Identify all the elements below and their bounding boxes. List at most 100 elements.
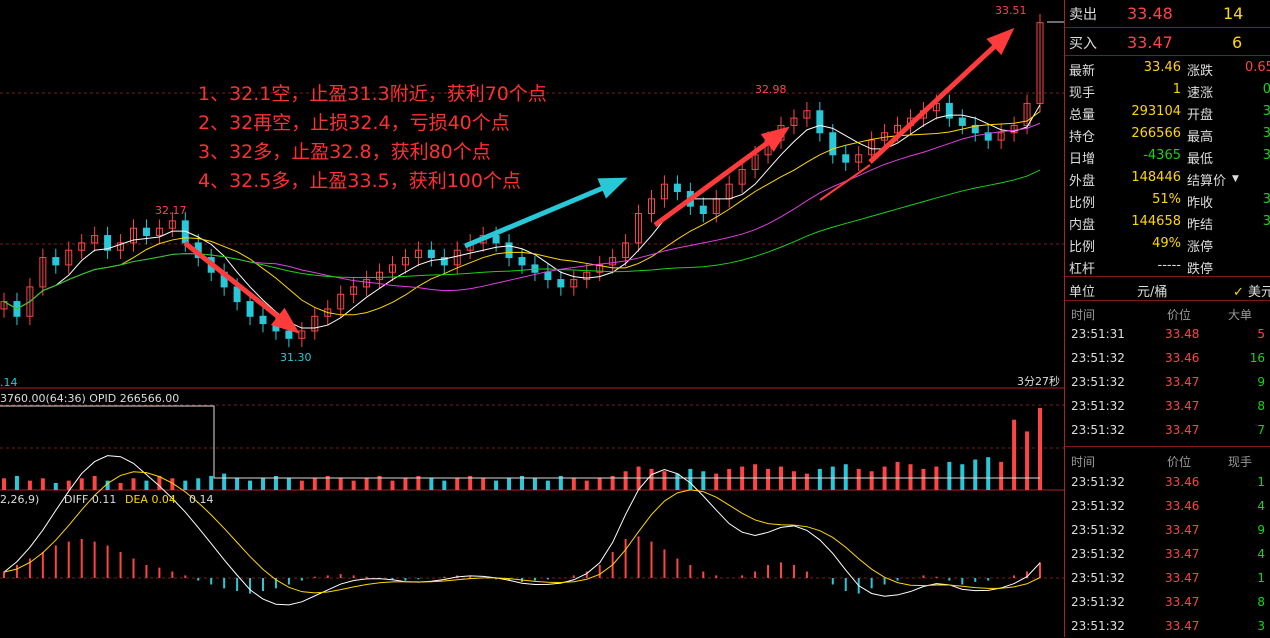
volume-bar — [662, 471, 667, 490]
candle-body — [855, 154, 863, 163]
tick-row[interactable]: 23:51:32 33.46 1 — [1065, 470, 1270, 494]
tick-time: 23:51:32 — [1071, 499, 1125, 513]
tick-price: 33.47 — [1165, 595, 1200, 609]
left-high-label: 32.17 — [155, 204, 187, 217]
volume-bar — [1012, 419, 1017, 490]
candle-body — [52, 257, 60, 266]
volume-bar — [921, 468, 926, 490]
tick-volume: 1 — [1257, 475, 1265, 489]
high-price-label: 33.51 — [995, 4, 1027, 17]
candle-body — [376, 271, 384, 281]
volume-bar — [494, 480, 499, 490]
tick-price: 33.47 — [1165, 399, 1200, 413]
tick-price: 33.46 — [1165, 499, 1200, 513]
volume-bar — [960, 464, 965, 490]
volume-bar — [144, 480, 149, 490]
volume-bar — [908, 464, 913, 490]
tick-row[interactable]: 23:51:32 33.47 1 — [1065, 566, 1270, 590]
tick-volume: 4 — [1257, 499, 1265, 513]
chart-area[interactable]: 33.51 32.98 32.17 31.30 .14 3分27秒 1、32.1… — [0, 0, 1064, 637]
tick-row[interactable]: 23:51:32 33.47 9 — [1065, 370, 1270, 394]
tick-time: 23:51:32 — [1071, 595, 1125, 609]
tick-volume: 7 — [1257, 423, 1265, 437]
volume-bar — [1038, 408, 1042, 490]
candle-body — [1036, 22, 1044, 104]
tick-time: 23:51:32 — [1071, 423, 1125, 437]
stat-value-right: 3 — [1262, 148, 1270, 163]
candle-body — [298, 330, 306, 339]
left-low-label: .14 — [0, 376, 18, 389]
stat-row: 内盘 144658 昨结 3 — [1065, 211, 1270, 233]
timer-label: 3分27秒 — [1017, 374, 1060, 388]
arrow-long-2-head — [760, 126, 790, 152]
tick-row[interactable]: 23:51:32 33.47 8 — [1065, 394, 1270, 418]
volume-bar — [610, 475, 615, 490]
stat-row: 总量 293104 开盘 3 — [1065, 101, 1270, 123]
candle-body — [337, 293, 345, 310]
volume-bar — [623, 471, 628, 490]
volume-bar — [753, 464, 758, 490]
volume-bar — [312, 478, 317, 490]
tick-time: 23:51:32 — [1071, 547, 1125, 561]
tick-row[interactable]: 23:51:32 33.47 7 — [1065, 418, 1270, 442]
volume-bar — [157, 475, 162, 490]
tick-time: 23:51:31 — [1071, 327, 1125, 341]
stat-value-right: 3 — [1262, 192, 1270, 207]
candle-body — [544, 271, 552, 281]
stat-row: 杠杆 ----- 跌停 — [1065, 255, 1270, 277]
candle-body — [130, 227, 137, 244]
stat-label-left: 外盘 — [1069, 174, 1096, 189]
tick-row[interactable]: 23:51:32 33.46 4 — [1065, 494, 1270, 518]
stat-label-right: 涨停 — [1187, 240, 1214, 255]
tick-volume: 9 — [1257, 523, 1265, 537]
stat-label-right: 速涨 — [1187, 86, 1214, 101]
volume-bar — [571, 478, 576, 490]
candle-body — [596, 264, 604, 273]
tick-price: 33.47 — [1165, 375, 1200, 389]
macd-value: 0.14 — [189, 493, 214, 506]
volume-bar — [92, 475, 97, 490]
buy-price: 33.47 — [1127, 33, 1173, 52]
volume-bar — [856, 468, 861, 490]
candle-body — [660, 183, 668, 200]
diff-line — [3, 455, 1041, 606]
arrow-long-1-head — [597, 177, 628, 199]
candle-body — [104, 235, 112, 251]
candle-body — [570, 279, 578, 288]
sell-price: 33.48 — [1127, 4, 1173, 23]
tick-row[interactable]: 23:51:32 33.46 16 — [1065, 346, 1270, 370]
stat-value-right: 3 — [1262, 126, 1270, 141]
tick-row[interactable]: 23:51:32 33.47 4 — [1065, 542, 1270, 566]
tick-row[interactable]: 23:51:32 33.47 9 — [1065, 518, 1270, 542]
stat-value-right: 3 — [1262, 104, 1270, 119]
candle-body — [259, 315, 267, 325]
volume-bar — [817, 468, 822, 490]
sell-row[interactable]: 卖出 33.48 14 — [1065, 1, 1270, 25]
macd-params: 2,26,9) — [0, 493, 39, 506]
sell-label: 卖出 — [1069, 7, 1097, 23]
arrow-short-1 — [183, 241, 297, 332]
currency-label[interactable]: ✓ 美元 — [1233, 285, 1270, 300]
buy-row[interactable]: 买入 33.47 6 — [1065, 30, 1270, 54]
tick-volume: 16 — [1249, 351, 1265, 365]
candle-body — [984, 132, 992, 141]
candle-body — [311, 315, 319, 332]
tick-time: 23:51:32 — [1071, 571, 1125, 585]
tick-row[interactable]: 23:51:32 33.47 8 — [1065, 590, 1270, 614]
settle-dropdown-icon[interactable]: ▼ — [1232, 174, 1239, 184]
volume-bar — [118, 482, 123, 490]
tick-price: 33.47 — [1165, 523, 1200, 537]
volume-bar — [843, 464, 848, 490]
big-ticks-header: 时间 价位 大单 — [1065, 301, 1270, 325]
candle-body — [440, 257, 448, 266]
arrow-long-3 — [868, 30, 1012, 164]
volume-bar — [442, 480, 447, 490]
tick-row[interactable]: 23:51:32 33.47 3 — [1065, 614, 1270, 638]
volume-bar — [520, 475, 524, 490]
tick-row[interactable]: 23:51:31 33.48 5 — [1065, 322, 1270, 346]
candle-body — [997, 132, 1005, 141]
stat-row: 比例 49% 涨停 — [1065, 233, 1270, 255]
candlestick-chart[interactable]: 33.51 32.98 32.17 31.30 .14 3分27秒 1、32.1… — [0, 0, 1064, 637]
buy-qty: 6 — [1232, 33, 1243, 52]
candle-body — [557, 279, 565, 288]
